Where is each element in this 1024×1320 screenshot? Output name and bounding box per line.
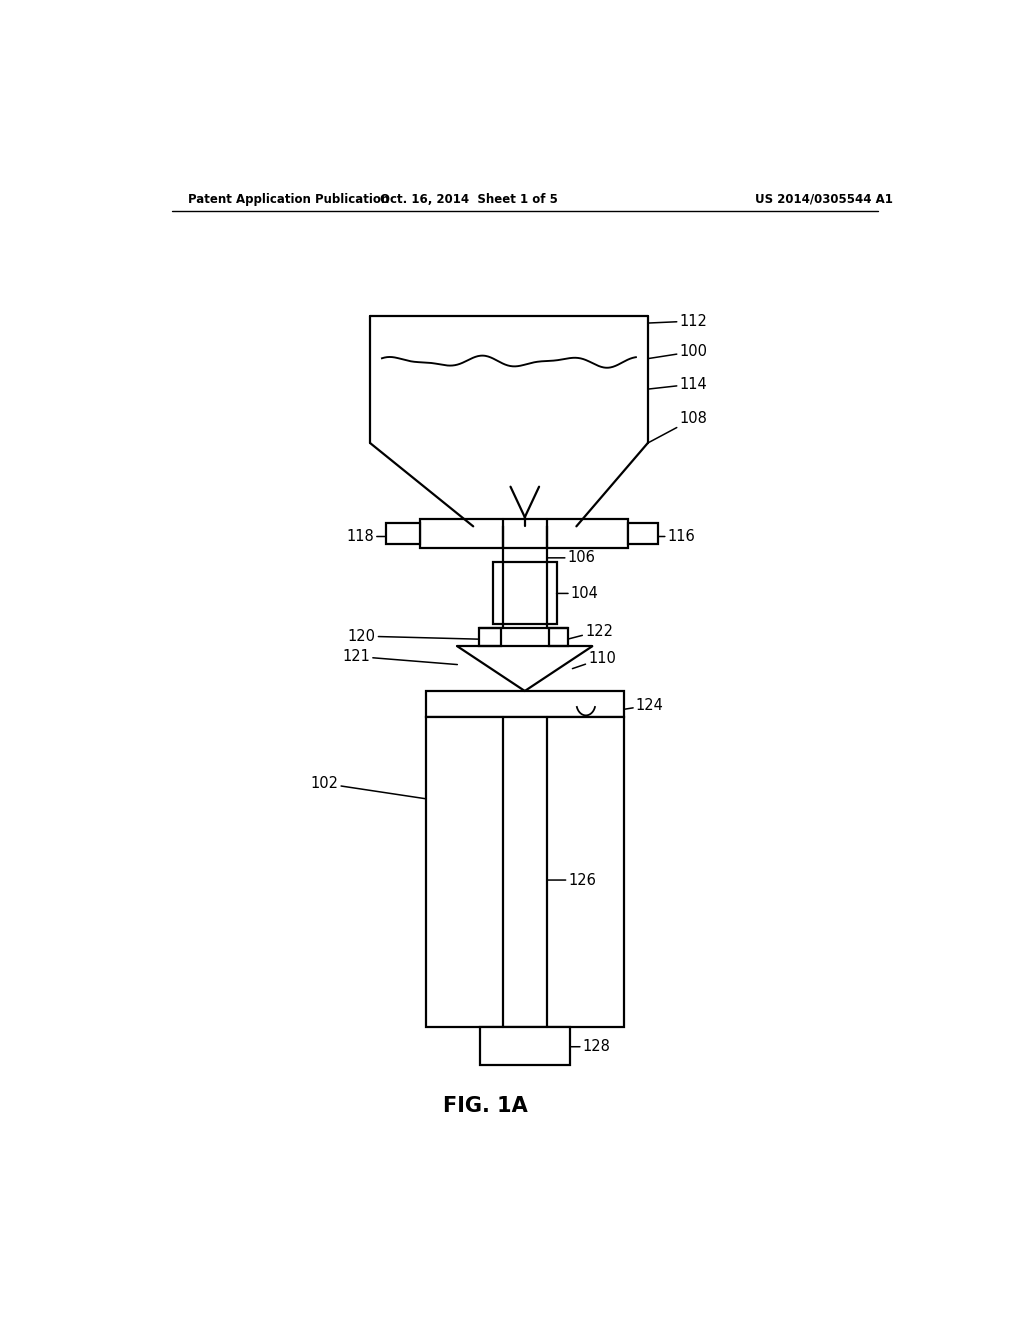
Text: 118: 118: [346, 529, 386, 544]
Text: 114: 114: [648, 376, 708, 392]
Text: 102: 102: [310, 776, 426, 799]
Text: 116: 116: [658, 529, 695, 544]
Bar: [426, 718, 624, 1027]
Text: Patent Application Publication: Patent Application Publication: [187, 193, 389, 206]
Bar: [494, 562, 557, 624]
Text: Oct. 16, 2014  Sheet 1 of 5: Oct. 16, 2014 Sheet 1 of 5: [380, 193, 558, 206]
Text: 106: 106: [547, 550, 596, 565]
Bar: [479, 628, 501, 647]
Text: 124: 124: [624, 698, 664, 713]
Text: 100: 100: [648, 345, 708, 359]
Bar: [479, 1027, 570, 1065]
Text: 126: 126: [547, 873, 596, 887]
Bar: [549, 628, 567, 647]
Text: 122: 122: [567, 623, 613, 639]
Text: 128: 128: [570, 1039, 610, 1055]
Text: 121: 121: [342, 649, 458, 664]
Text: 112: 112: [648, 314, 708, 329]
Bar: [426, 690, 624, 718]
Text: 108: 108: [648, 411, 708, 444]
Bar: [628, 523, 658, 544]
Text: 120: 120: [347, 628, 479, 644]
Text: US 2014/0305544 A1: US 2014/0305544 A1: [755, 193, 893, 206]
Bar: [386, 523, 420, 544]
Text: 104: 104: [557, 586, 599, 601]
Text: FIG. 1A: FIG. 1A: [442, 1096, 527, 1115]
Bar: [420, 519, 628, 548]
Text: 110: 110: [572, 651, 616, 669]
